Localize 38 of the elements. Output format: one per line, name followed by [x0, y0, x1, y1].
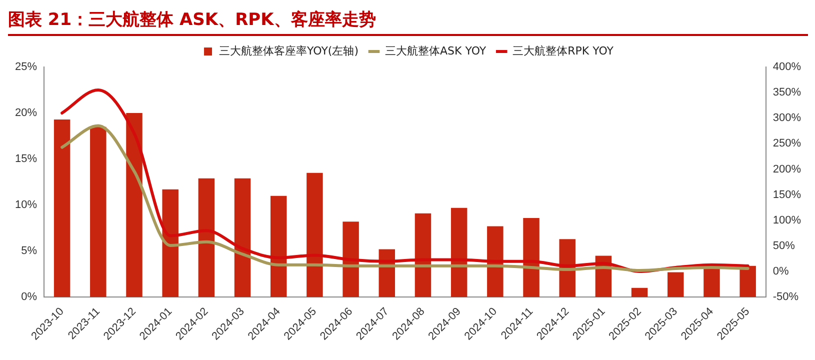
y2-tick-label: 0% [772, 266, 789, 278]
y2-tick-label: 50% [772, 240, 796, 252]
y2-tick-label: 250% [772, 138, 802, 150]
legend-label: 三大航整体RPK YOY [512, 44, 614, 58]
y-tick-label: 0% [21, 291, 38, 304]
bar [270, 196, 287, 298]
bar [740, 266, 756, 298]
y2-tick-label: -50% [772, 291, 799, 304]
y2-tick-label: 100% [772, 214, 802, 226]
bar [631, 288, 648, 298]
bar [90, 126, 106, 298]
bar [306, 172, 323, 298]
legend-label: 三大航整体客座率YOY(左轴) [219, 44, 358, 58]
y2-tick-label: 400% [772, 61, 802, 74]
y2-tick-label: 350% [772, 86, 802, 99]
y2-tick-label: 150% [772, 188, 802, 201]
y-tick-label: 15% [14, 153, 38, 166]
bar [342, 222, 359, 298]
y-tick-label: 10% [14, 199, 38, 212]
bar [487, 226, 504, 298]
y-tick-label: 5% [21, 245, 38, 258]
chart-title: 图表 21：三大航整体 ASK、RPK、客座率走势 [8, 8, 808, 36]
y-tick-label: 20% [14, 107, 38, 120]
bar [54, 119, 70, 298]
y-tick-label: 25% [14, 61, 38, 74]
bar [523, 218, 540, 298]
legend-label: 三大航整体ASK YOY [384, 44, 486, 58]
bar [198, 178, 215, 298]
bar [450, 208, 468, 298]
bar [234, 178, 251, 298]
bar [668, 272, 684, 298]
line-series [60, 124, 750, 272]
line-series [60, 88, 750, 274]
y2-tick-label: 200% [772, 163, 802, 176]
bar [414, 213, 432, 298]
bar [126, 113, 142, 298]
bar [162, 189, 178, 298]
y2-tick-label: 300% [772, 112, 802, 124]
